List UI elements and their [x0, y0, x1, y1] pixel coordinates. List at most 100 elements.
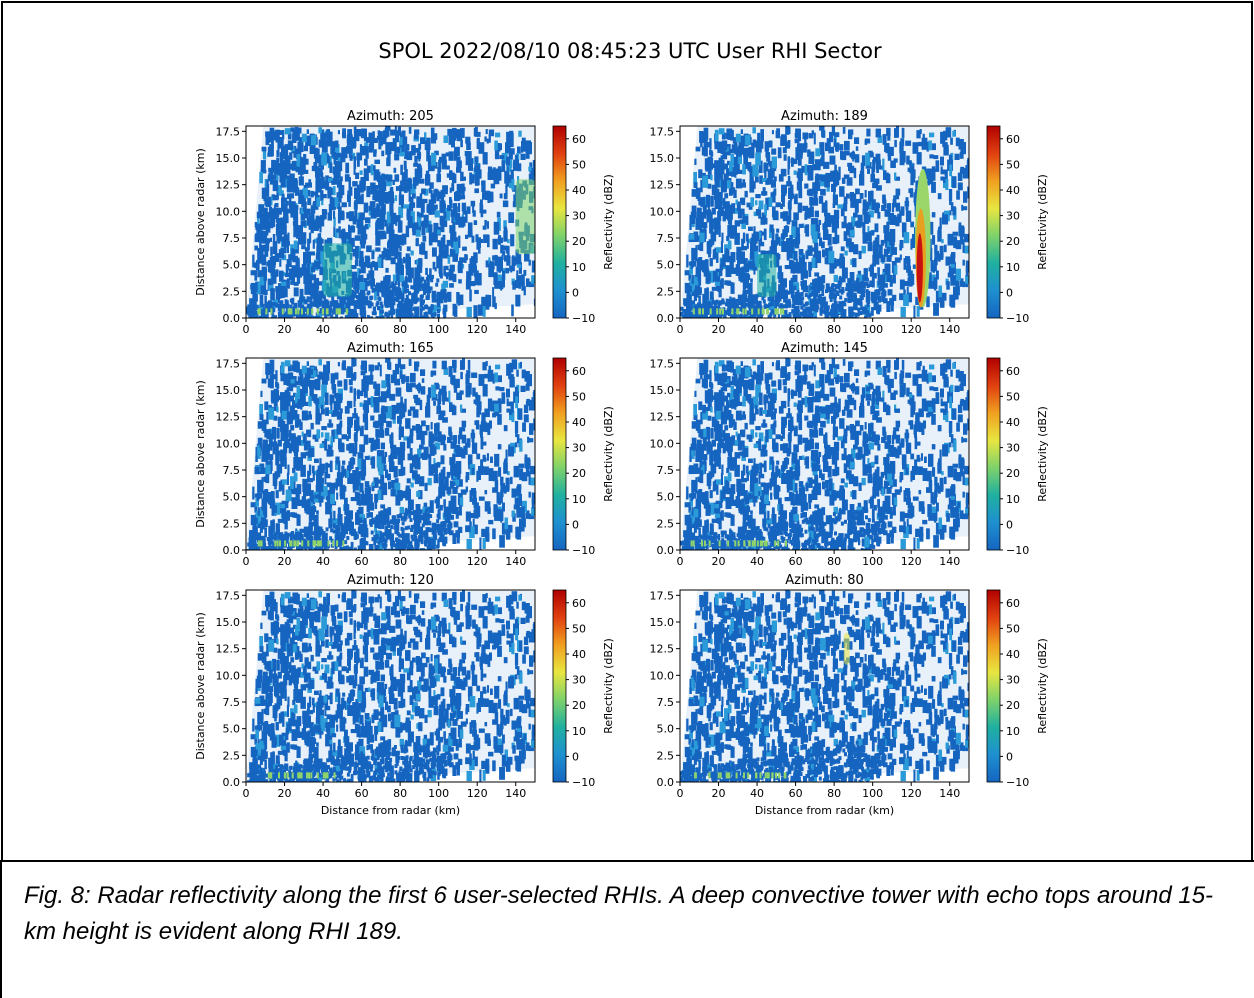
- echo-speckle: [516, 270, 519, 281]
- echo-speckle: [410, 151, 416, 156]
- echo-speckle: [882, 134, 887, 145]
- echo-speckle: [736, 252, 740, 260]
- echo-speckle: [395, 131, 399, 139]
- echo-speckle: [342, 228, 346, 233]
- echo-speckle: [854, 137, 860, 144]
- echo-speckle: [453, 129, 457, 141]
- echo-speckle: [767, 314, 771, 318]
- echo-speckle: [819, 237, 823, 247]
- echo-speckle: [905, 197, 909, 211]
- echo-speckle: [865, 235, 868, 241]
- echo-speckle: [752, 164, 759, 177]
- echo-speckle: [461, 216, 466, 227]
- echo-speckle: [801, 285, 805, 290]
- echo-speckle: [272, 217, 276, 228]
- echo-speckle: [358, 274, 364, 283]
- echo-speckle: [736, 308, 739, 315]
- echo-speckle: [714, 175, 720, 188]
- echo-speckle: [292, 128, 299, 137]
- echo-speckle: [730, 154, 734, 167]
- echo-speckle: [739, 219, 744, 224]
- echo-speckle: [396, 296, 400, 301]
- echo-speckle: [317, 281, 323, 286]
- x-tick-label: 100: [862, 323, 883, 336]
- echo-speckle: [714, 217, 720, 226]
- echo-speckle: [684, 282, 691, 294]
- echo-speckle: [897, 213, 902, 220]
- echo-speckle: [409, 299, 412, 304]
- echo-speckle: [287, 193, 292, 200]
- echo-speckle: [484, 220, 487, 227]
- echo-speckle: [864, 190, 867, 198]
- echo-speckle: [876, 185, 882, 191]
- echo-speckle: [505, 142, 511, 154]
- echo-speckle: [775, 202, 781, 208]
- echo-speckle: [839, 144, 844, 151]
- echo-speckle: [802, 312, 808, 318]
- echo-speckle: [399, 251, 402, 261]
- echo-speckle: [363, 202, 369, 213]
- echo-speckle: [361, 309, 365, 314]
- echo-speckle: [528, 259, 531, 266]
- echo-speckle: [340, 185, 345, 196]
- echo-speckle: [269, 264, 272, 273]
- echo-speckle: [950, 296, 956, 308]
- y-tick-label: 7.5: [657, 232, 675, 245]
- echo-speckle: [410, 482, 414, 488]
- echo-speckle: [273, 204, 276, 210]
- echo-speckle: [420, 277, 424, 282]
- echo-speckle: [781, 289, 785, 293]
- echo-speckle: [283, 204, 287, 216]
- echo-speckle: [813, 195, 818, 203]
- echo-speckle: [351, 311, 355, 316]
- echo-speckle: [271, 194, 275, 201]
- echo-speckle: [506, 176, 510, 181]
- echo-speckle: [313, 297, 317, 302]
- echo-speckle: [282, 216, 289, 224]
- echo-speckle: [703, 264, 706, 273]
- echo-speckle: [692, 313, 696, 318]
- echo-speckle: [836, 292, 840, 296]
- echo-speckle: [363, 278, 368, 291]
- echo-speckle: [401, 185, 407, 192]
- echo-speckle: [867, 300, 870, 304]
- echo-speckle: [431, 274, 434, 279]
- echo-speckle: [776, 228, 780, 233]
- echo-speckle: [895, 216, 900, 227]
- echo-speckle: [695, 146, 701, 152]
- echo-speckle: [409, 428, 414, 437]
- echo-speckle: [281, 286, 285, 299]
- echo-speckle: [397, 220, 403, 233]
- echo-speckle: [762, 187, 766, 196]
- echo-speckle: [316, 304, 320, 309]
- echo-speckle: [887, 203, 891, 212]
- echo-speckle: [760, 241, 765, 247]
- echo-speckle: [725, 302, 728, 307]
- echo-speckle: [826, 285, 830, 289]
- echo-speckle: [790, 158, 797, 164]
- echo-speckle: [775, 302, 779, 307]
- echo-speckle: [746, 311, 750, 316]
- echo-speckle: [314, 226, 319, 231]
- echo-speckle: [261, 481, 264, 494]
- echo-speckle: [381, 315, 384, 318]
- echo-speckle: [843, 203, 848, 212]
- echo-speckle: [260, 303, 264, 308]
- echo-speckle: [360, 177, 366, 184]
- echo-speckle: [417, 216, 422, 227]
- echo-speckle: [363, 168, 369, 181]
- echo-speckle: [258, 304, 264, 314]
- echo-speckle: [296, 230, 301, 239]
- echo-speckle: [285, 306, 289, 311]
- echo-speckle: [311, 308, 314, 315]
- echo-speckle: [325, 305, 329, 310]
- echo-speckle: [355, 299, 359, 304]
- echo-speckle: [830, 284, 834, 289]
- echo-speckle: [452, 505, 457, 515]
- y-axis-label: Distance above radar (km): [194, 148, 207, 296]
- echo-speckle: [438, 159, 442, 173]
- echo-speckle: [905, 140, 912, 146]
- echo-speckle: [699, 309, 703, 314]
- echo-speckle: [791, 226, 796, 238]
- echo-speckle: [846, 223, 850, 232]
